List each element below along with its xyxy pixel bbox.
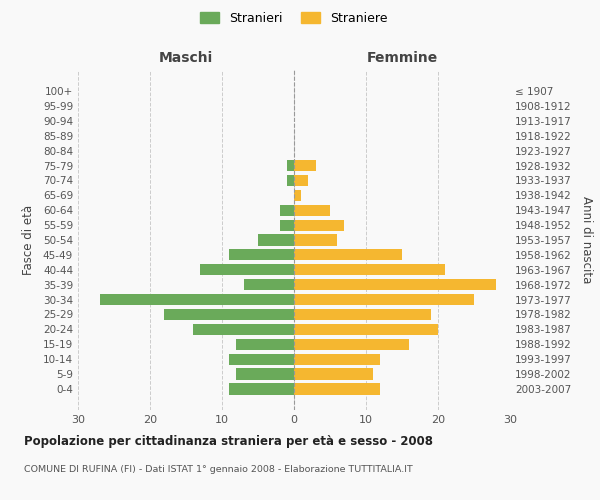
- Text: Femmine: Femmine: [367, 51, 437, 65]
- Bar: [287, 160, 294, 171]
- Bar: [200, 264, 294, 276]
- Bar: [294, 264, 445, 276]
- Bar: [164, 309, 294, 320]
- Bar: [229, 354, 294, 365]
- Bar: [294, 220, 344, 230]
- Bar: [236, 338, 294, 350]
- Legend: Stranieri, Straniere: Stranieri, Straniere: [196, 6, 392, 30]
- Bar: [236, 368, 294, 380]
- Bar: [229, 250, 294, 260]
- Bar: [294, 234, 337, 246]
- Bar: [280, 204, 294, 216]
- Text: COMUNE DI RUFINA (FI) - Dati ISTAT 1° gennaio 2008 - Elaborazione TUTTITALIA.IT: COMUNE DI RUFINA (FI) - Dati ISTAT 1° ge…: [24, 465, 413, 474]
- Bar: [280, 220, 294, 230]
- Bar: [294, 309, 431, 320]
- Bar: [294, 384, 380, 394]
- Bar: [258, 234, 294, 246]
- Bar: [294, 294, 474, 305]
- Bar: [294, 279, 496, 290]
- Y-axis label: Fasce di età: Fasce di età: [22, 205, 35, 275]
- Text: Maschi: Maschi: [159, 51, 213, 65]
- Bar: [294, 160, 316, 171]
- Bar: [294, 175, 308, 186]
- Bar: [294, 190, 301, 201]
- Y-axis label: Anni di nascita: Anni di nascita: [580, 196, 593, 284]
- Bar: [294, 250, 402, 260]
- Bar: [294, 204, 330, 216]
- Bar: [244, 279, 294, 290]
- Bar: [100, 294, 294, 305]
- Text: Popolazione per cittadinanza straniera per età e sesso - 2008: Popolazione per cittadinanza straniera p…: [24, 435, 433, 448]
- Bar: [229, 384, 294, 394]
- Bar: [294, 338, 409, 350]
- Bar: [294, 368, 373, 380]
- Bar: [294, 324, 438, 335]
- Bar: [193, 324, 294, 335]
- Bar: [294, 354, 380, 365]
- Bar: [287, 175, 294, 186]
